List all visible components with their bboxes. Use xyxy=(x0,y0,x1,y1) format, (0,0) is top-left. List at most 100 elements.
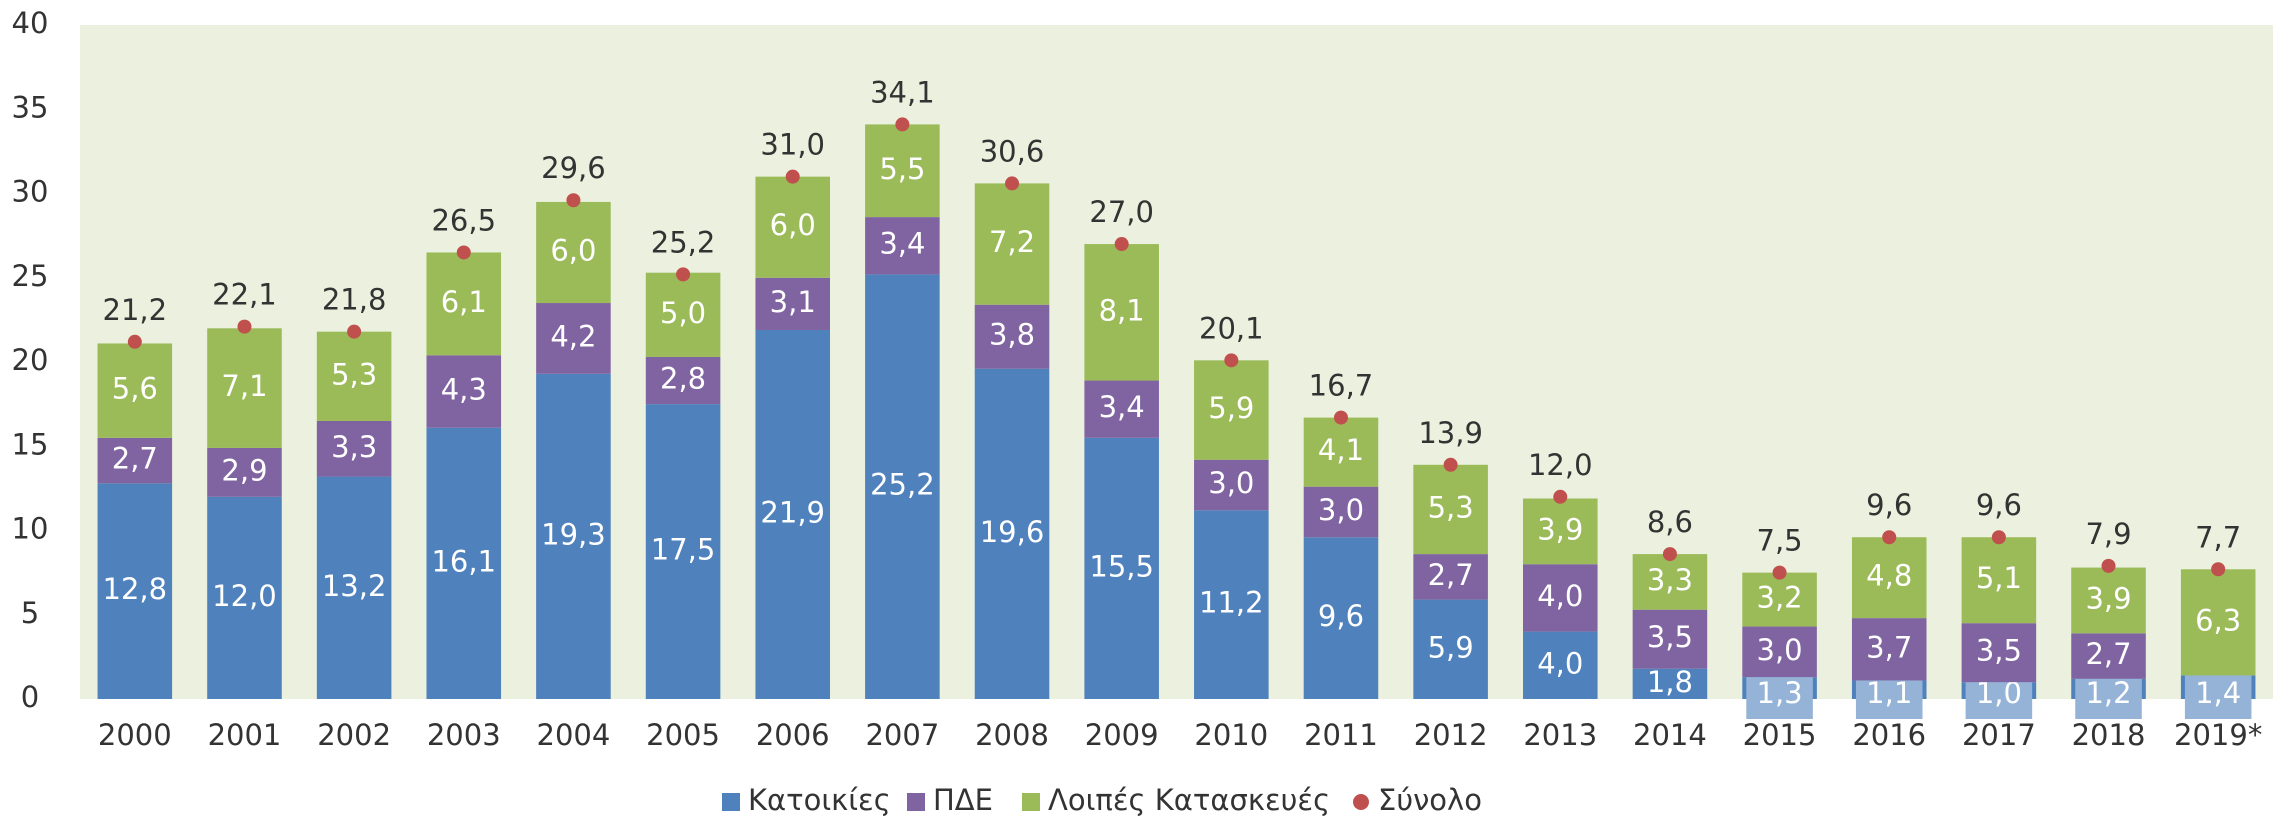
total-dot xyxy=(237,319,252,334)
bar-segment xyxy=(1413,554,1488,600)
bar-segment xyxy=(755,329,831,699)
segment-label: 3,3 xyxy=(331,430,377,464)
total-dot xyxy=(1443,457,1458,472)
segment-label: 5,6 xyxy=(112,372,158,406)
bar-segment xyxy=(645,272,721,357)
bar-segment xyxy=(1303,537,1379,699)
y-tick-label: 30 xyxy=(12,175,49,209)
segment-label: 11,2 xyxy=(1199,586,1264,620)
bar-segment xyxy=(207,328,282,448)
total-dot xyxy=(566,193,581,208)
bar-segment xyxy=(1194,360,1269,460)
bar-segment xyxy=(2071,633,2146,679)
bar-segment xyxy=(1413,464,1488,555)
bar-segment xyxy=(536,373,611,699)
segment-label: 3,9 xyxy=(1537,512,1583,546)
legend-label: Σύνολο xyxy=(1378,783,1482,817)
segment-label: 1,8 xyxy=(1647,665,1693,699)
x-tick-label: 2019* xyxy=(2174,718,2262,752)
segment-label: 2,7 xyxy=(112,442,158,476)
bar-segment xyxy=(1961,623,2037,683)
bar-segment xyxy=(1413,599,1488,699)
segment-label: 19,6 xyxy=(980,515,1045,549)
segment-label: 4,8 xyxy=(1866,559,1912,593)
bar-segment xyxy=(426,427,502,699)
segment-label: 2,9 xyxy=(221,453,267,487)
total-label: 12,0 xyxy=(1528,448,1593,482)
total-dot xyxy=(1224,353,1239,368)
legend-marker xyxy=(1353,794,1369,810)
label-box xyxy=(2075,675,2142,719)
legend-marker xyxy=(1022,793,1040,811)
x-tick-label: 2009 xyxy=(1085,718,1159,752)
total-label: 30,6 xyxy=(980,134,1045,168)
total-label: 29,6 xyxy=(541,151,606,185)
bar-segment xyxy=(865,274,940,699)
segment-label: 15,5 xyxy=(1089,549,1154,583)
segment-label: 3,0 xyxy=(1757,633,1803,667)
segment-label: 3,8 xyxy=(989,318,1035,352)
x-tick-label: 2001 xyxy=(208,718,282,752)
legend-label: ΠΔΕ xyxy=(933,783,993,817)
segment-label: 7,1 xyxy=(221,369,267,403)
bar-segment xyxy=(1303,417,1379,487)
segment-label: 2,7 xyxy=(1428,558,1474,592)
bar-segment xyxy=(1632,609,1708,669)
total-dot xyxy=(2101,558,2116,573)
segment-label: 4,1 xyxy=(1318,433,1364,467)
segment-label: 1,3 xyxy=(1757,676,1803,710)
x-tick-label: 2015 xyxy=(1743,718,1817,752)
plot-area xyxy=(80,25,2273,699)
segment-label: 17,5 xyxy=(651,533,716,567)
bar-segment xyxy=(755,176,831,278)
legend-marker xyxy=(722,793,740,811)
segment-label: 6,0 xyxy=(770,208,816,242)
total-dot xyxy=(676,267,691,282)
segment-label: 6,0 xyxy=(550,233,596,267)
x-tick-label: 2006 xyxy=(756,718,830,752)
y-tick-label: 15 xyxy=(12,427,49,461)
x-tick-label: 2004 xyxy=(537,718,611,752)
bar-segment xyxy=(1194,459,1269,511)
segment-label: 3,2 xyxy=(1757,581,1803,615)
segment-label: 4,2 xyxy=(550,319,596,353)
segment-label: 12,0 xyxy=(212,579,277,613)
bar-segment xyxy=(1522,564,1598,632)
total-dot xyxy=(1772,565,1787,580)
total-label: 9,6 xyxy=(1866,488,1912,522)
bar-segment xyxy=(536,201,611,304)
total-label: 9,6 xyxy=(1976,488,2022,522)
segment-label: 3,5 xyxy=(1647,620,1693,654)
bar-segment xyxy=(426,355,502,428)
total-dot xyxy=(895,117,910,132)
segment-label: 3,1 xyxy=(770,285,816,319)
x-tick-label: 2017 xyxy=(1962,718,2036,752)
bar-segment xyxy=(316,420,392,477)
x-tick-label: 2000 xyxy=(98,718,172,752)
segment-label: 2,7 xyxy=(2085,637,2131,671)
total-dot xyxy=(1114,237,1129,252)
total-dot xyxy=(1991,530,2006,545)
total-label: 16,7 xyxy=(1309,369,1374,403)
segment-label: 13,2 xyxy=(322,569,387,603)
segment-label: 5,9 xyxy=(1428,630,1474,664)
bar-segment xyxy=(1851,618,1927,681)
segment-label: 12,8 xyxy=(103,572,168,606)
total-label: 20,1 xyxy=(1199,311,1264,345)
segment-label: 21,9 xyxy=(760,495,825,529)
total-label: 31,0 xyxy=(760,128,825,162)
label-box xyxy=(1746,675,1813,719)
segment-label: 4,0 xyxy=(1537,646,1583,680)
total-label: 21,8 xyxy=(322,283,387,317)
segment-label: 5,1 xyxy=(1976,561,2022,595)
total-dot xyxy=(1005,176,1020,191)
total-label: 8,6 xyxy=(1647,505,1693,539)
total-dot xyxy=(1882,530,1897,545)
x-tick-label: 2018 xyxy=(2072,718,2146,752)
segment-label: 3,0 xyxy=(1208,466,1254,500)
x-tick-label: 2002 xyxy=(317,718,391,752)
total-dot xyxy=(127,334,142,349)
x-tick-label: 2003 xyxy=(427,718,501,752)
x-tick-label: 2012 xyxy=(1414,718,1488,752)
segment-label: 16,1 xyxy=(431,544,496,578)
